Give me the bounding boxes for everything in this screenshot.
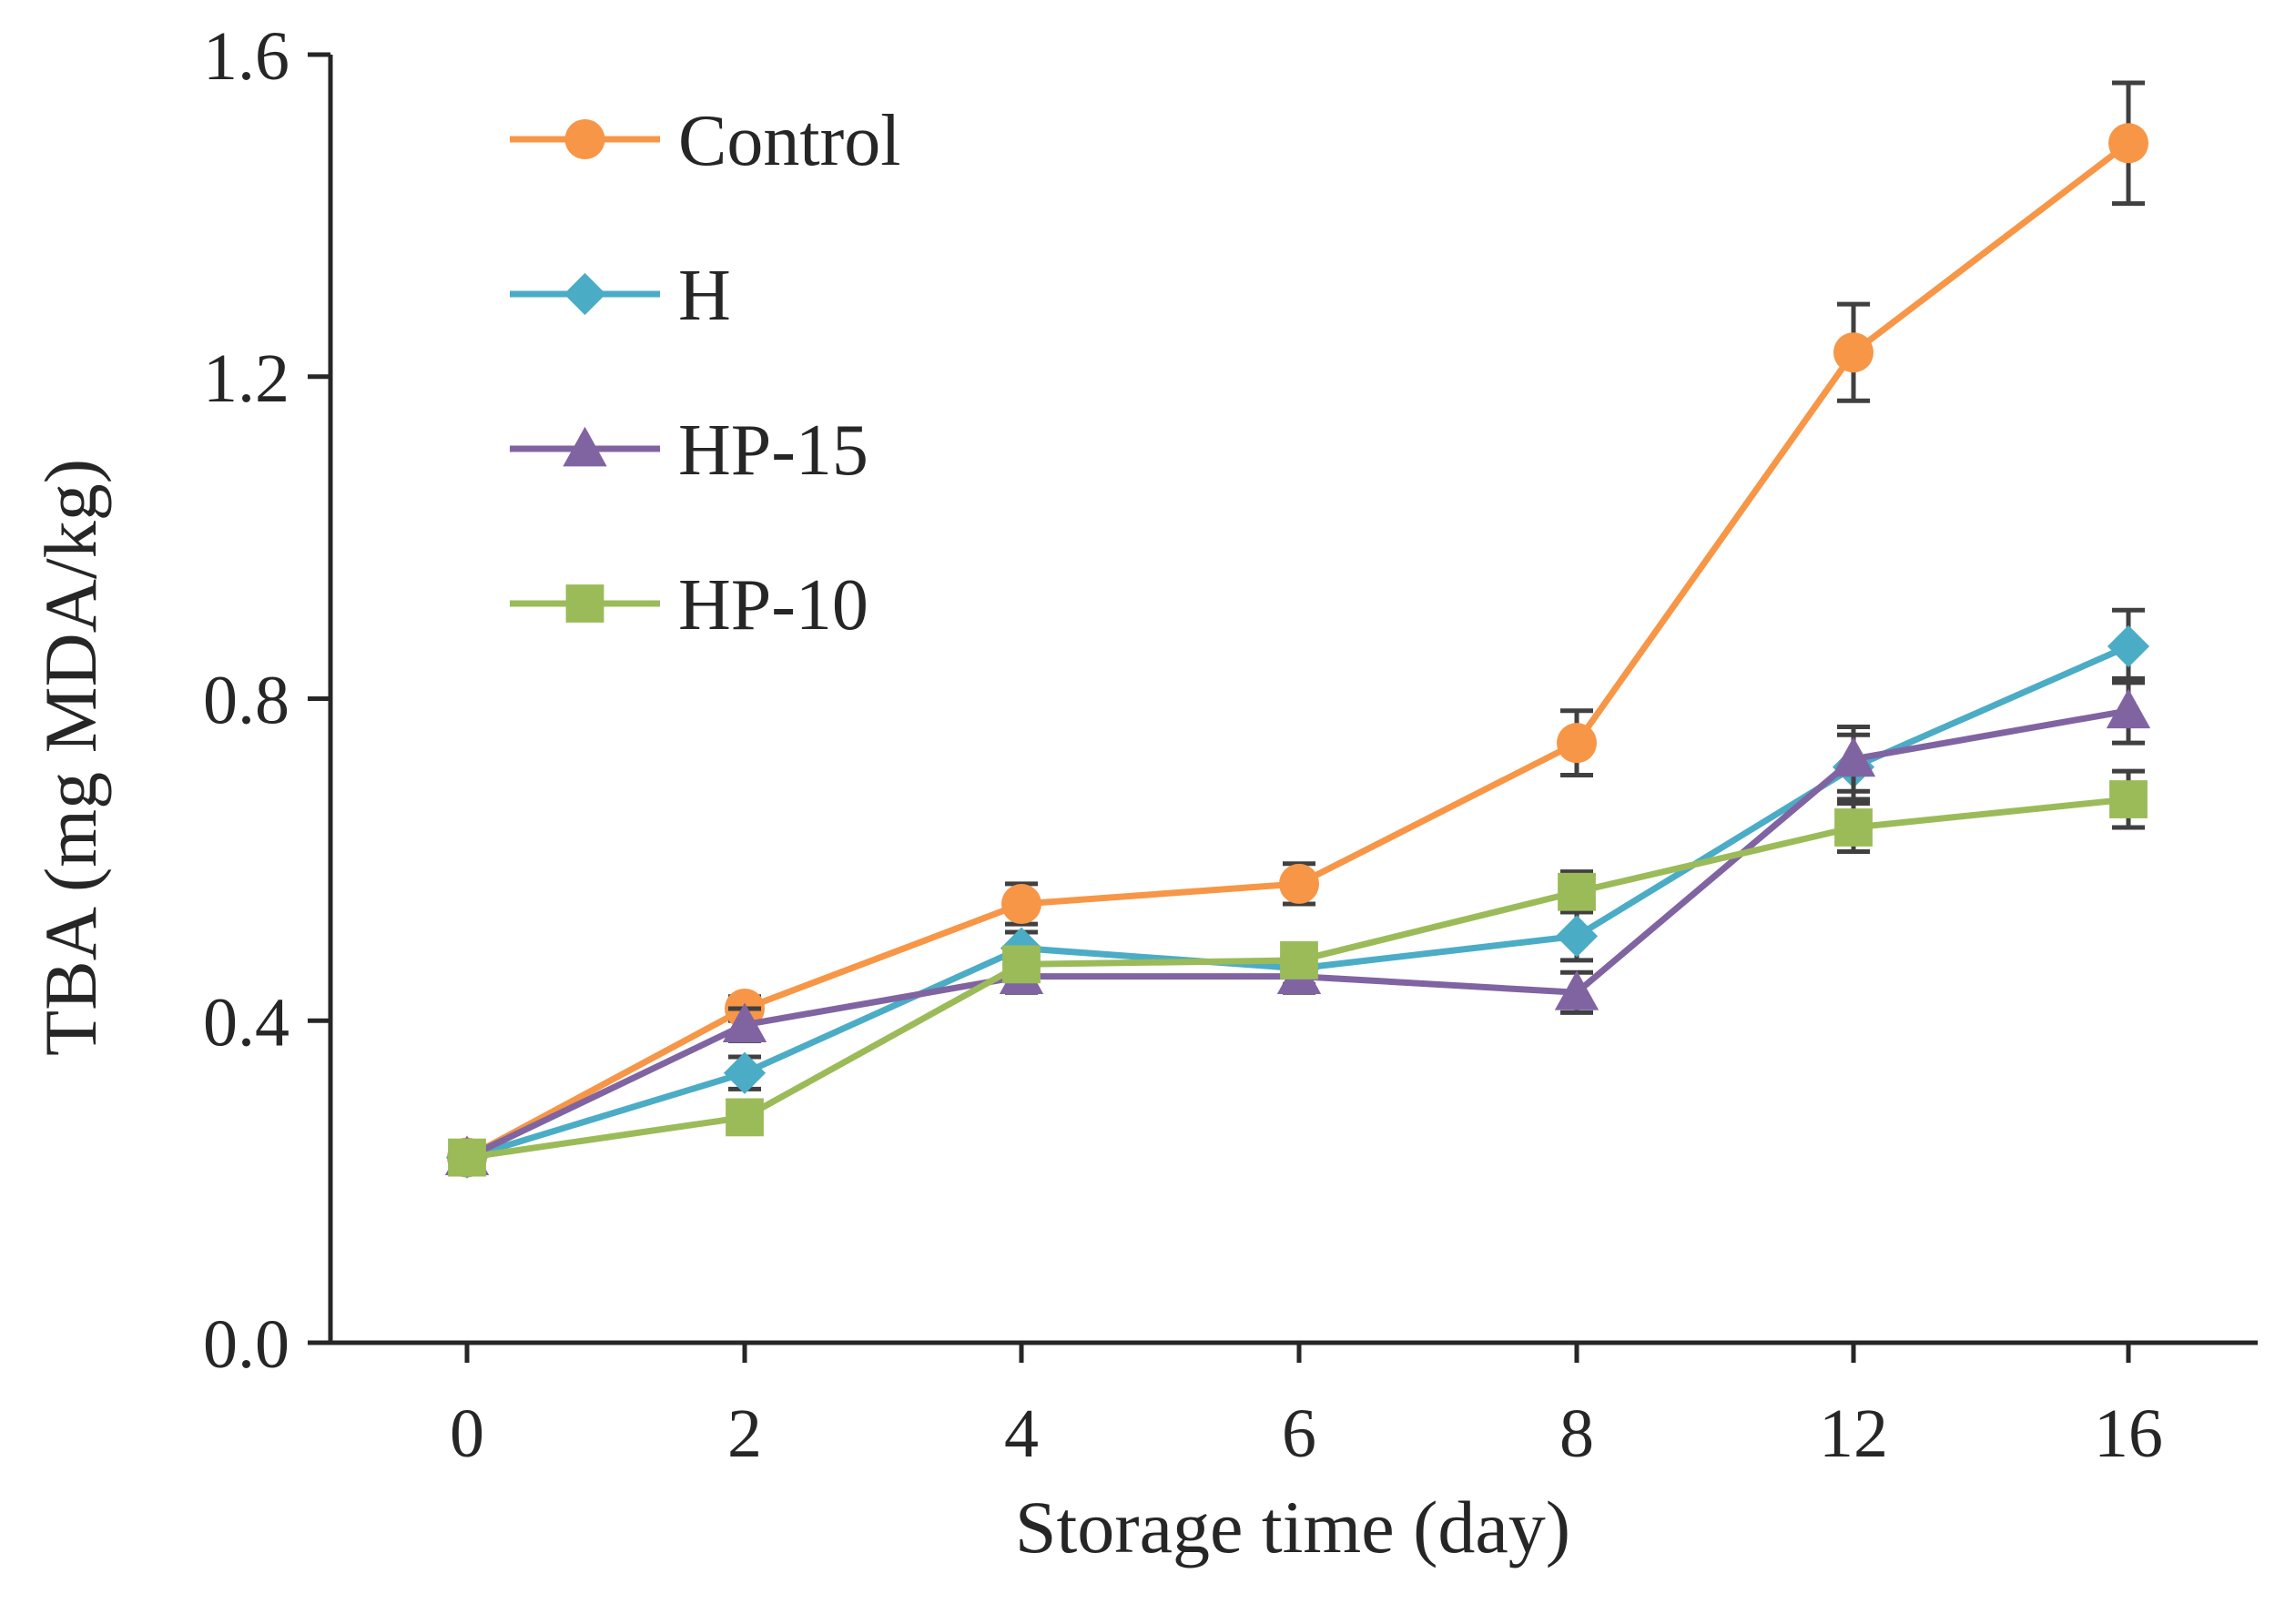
y-tick-label: 0.8 [203,663,289,739]
data-point [1831,736,1876,777]
data-point [1557,723,1597,764]
y-tick-label: 0.4 [203,984,289,1061]
x-tick-label: 8 [1559,1396,1594,1472]
data-point [1558,872,1596,911]
data-point [564,119,605,159]
x-tick-label: 6 [1282,1396,1316,1472]
legend-item-hp-10: HP-10 [510,565,868,645]
y-tick-label: 1.2 [203,340,289,417]
data-point [448,1138,486,1177]
axis-titles: Storage time (day) TBA (mg MDA/kg) [29,459,1570,1568]
x-tick-label: 4 [1004,1396,1039,1472]
data-point [726,1098,764,1137]
y-tick-label: 1.6 [203,18,289,95]
legend-label: HP-10 [678,565,868,645]
data-point [2108,123,2148,164]
y-tick-label: 0.0 [203,1306,289,1383]
axes: 0.0 0.4 0.8 1.2 1.6 0 2 4 6 8 12 16 [203,18,2258,1472]
legend-item-h: H [510,256,731,336]
data-point [1555,915,1599,958]
legend-item-hp-15: HP-15 [510,411,868,491]
data-point [723,1051,767,1094]
x-tick-label: 0 [450,1396,484,1472]
legend: Control H HP-15 HP-10 [510,101,900,645]
data-point [1834,808,1873,847]
series-lines [444,80,2151,1179]
data-point [1001,884,1041,925]
data-point [1279,863,1319,904]
x-tick-label: 12 [1819,1396,1888,1472]
data-point [1833,332,1874,373]
series-hp-15 [444,675,2151,1175]
data-point [2106,688,2151,729]
series-hp-10 [448,768,2148,1177]
series-line [465,707,2129,1161]
data-point [2107,624,2150,668]
legend-label: H [678,256,731,336]
legend-item-control: Control [510,101,900,181]
data-point [565,584,604,623]
data-point [564,272,606,316]
legend-label: HP-15 [678,411,868,491]
x-tick-label: 16 [2094,1396,2163,1472]
data-point [563,426,607,467]
data-point [1554,970,1600,1010]
data-point [722,1002,767,1043]
data-point [2109,780,2148,818]
x-tick-label: 2 [727,1396,762,1472]
data-point [1280,941,1318,979]
data-point [1002,945,1041,984]
x-axis-title: Storage time (day) [1015,1486,1570,1568]
y-axis-title: TBA (mg MDA/kg) [29,459,112,1056]
legend-label: Control [678,101,900,181]
